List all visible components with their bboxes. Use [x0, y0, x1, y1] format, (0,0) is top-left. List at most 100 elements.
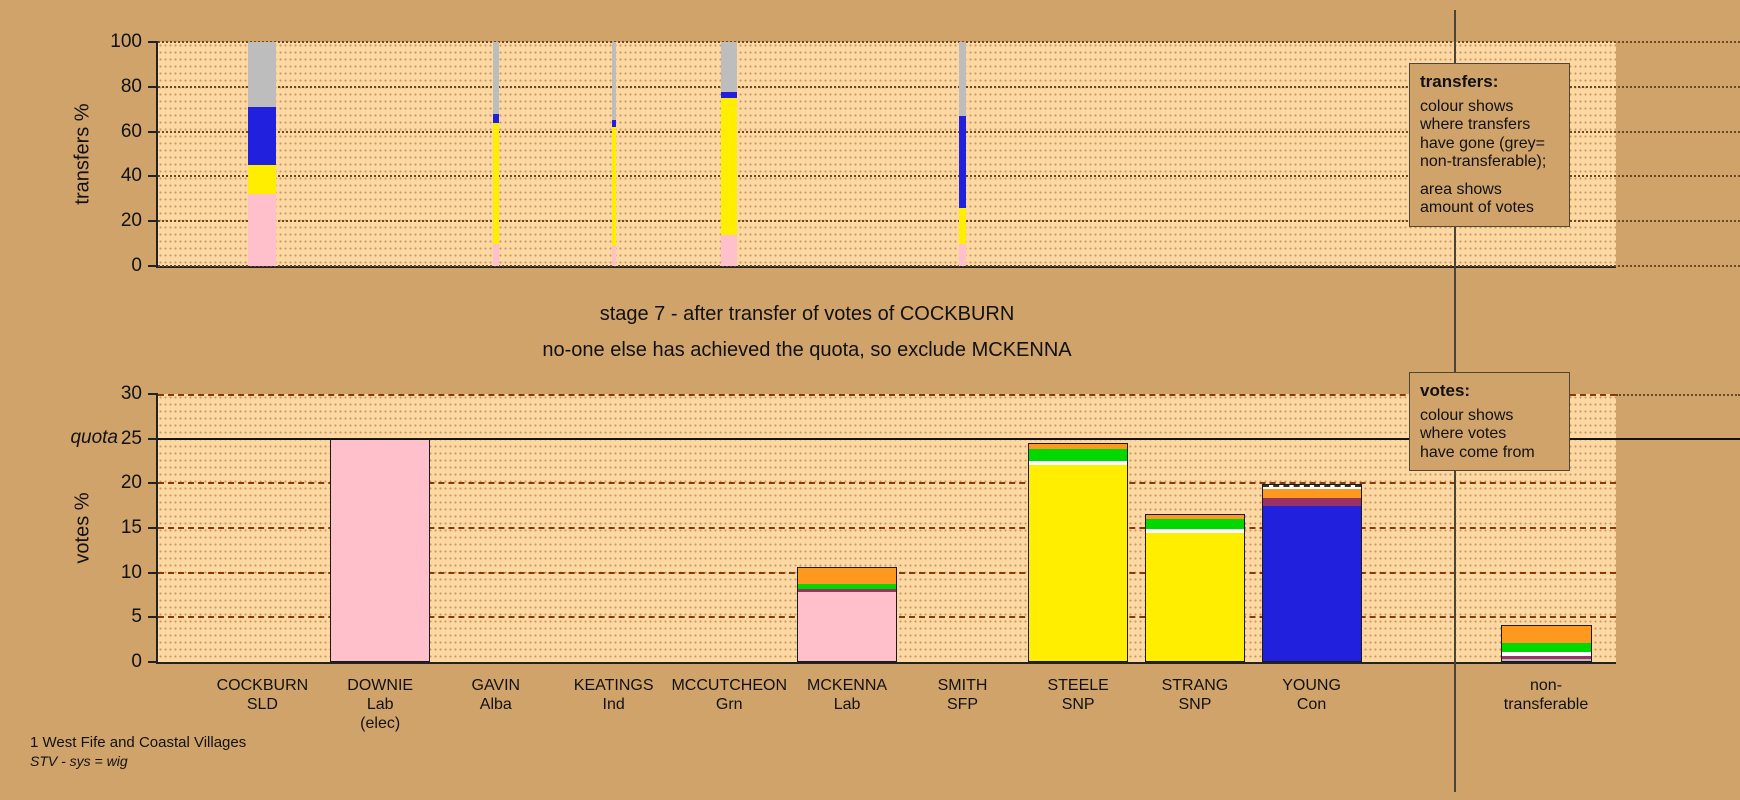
votes-bar-STEELE-segment-orange [1029, 444, 1128, 450]
category-label-line: Lab [833, 696, 861, 713]
transfers-legend-body: colour shows where transfers have gone (… [1420, 97, 1547, 171]
votes-ytick-label-30: 30 [120, 383, 142, 404]
transfers-bar-COCKBURN-segment-yellow [248, 165, 277, 195]
votes-ytick-label-25: 25 [120, 427, 142, 449]
category-label-SMITH: SMITH SFP [883, 676, 1043, 714]
votes-bar-outline-MCKENNA [797, 567, 898, 662]
votes-bar-STEELE-segment-yellow [1029, 465, 1128, 662]
votes-ytick-mark-0 [148, 661, 158, 663]
votes-bar-STRANG-segment-yellow [1145, 533, 1244, 662]
transfers-gridline-40 [158, 175, 1740, 178]
votes-bar-YOUNG-segment-orange [1262, 488, 1361, 498]
quota-label: quota [70, 427, 118, 448]
transfers-bar-MCCUTCHEON-segment-blue [721, 92, 738, 98]
category-label-line: SLD [246, 696, 278, 713]
votes-bar-outline-YOUNG [1261, 484, 1362, 662]
transfers-gridline-80 [158, 85, 1740, 88]
transfers-plot-area [158, 42, 1616, 266]
votes-bar-outline-non-transferable [1500, 625, 1592, 662]
transfers-bar-COCKBURN-segment-blue [248, 106, 277, 166]
votes-ytick-label-5: 5 [131, 606, 142, 628]
category-label-line: MCCUTCHEON [671, 677, 787, 694]
category-label-STEELE: STEELE SNP [998, 676, 1158, 714]
transfers-bar-GAVIN-segment-yellow [492, 122, 499, 244]
votes-legend: votes: colour shows where votes have com… [1409, 372, 1570, 472]
category-label-non-transferable: non-transferable [1466, 676, 1626, 714]
category-label-YOUNG: YOUNG Con [1232, 676, 1392, 714]
votes-bar-YOUNG-segment-maroon [1262, 497, 1361, 506]
votes-bar-MCKENNA-segment-pink [798, 592, 897, 662]
transfers-bar-GAVIN-segment-pink [492, 243, 499, 266]
category-label-MCCUTCHEON: MCCUTCHEON Grn [649, 676, 809, 714]
votes-bar-YOUNG-segment-blue [1262, 505, 1361, 662]
category-label-line: Lab [366, 696, 394, 713]
transfers-gridline-60 [158, 130, 1740, 133]
transfers-bar-SMITH-segment-yellow [959, 207, 967, 244]
transfers-bar-SMITH-segment-grey [959, 42, 967, 116]
votes-bar-MCKENNA-segment-maroon [798, 588, 897, 593]
category-label-line: SNP [1061, 696, 1095, 713]
votes-bar-outline-STRANG [1144, 514, 1245, 662]
votes-ytick-label-0: 0 [131, 651, 142, 672]
transfers-ytick-label-20: 20 [120, 210, 142, 232]
transfers-bar-SMITH-segment-pink [959, 243, 967, 266]
votes-bar-STRANG-segment-green [1145, 519, 1244, 529]
votes-bar-non-transferable-segment-grey [1501, 658, 1591, 662]
transfers-ytick-label-40: 40 [120, 165, 142, 187]
votes-x-axis-line [156, 662, 1616, 664]
transfers-ytick-label-100: 100 [110, 31, 142, 52]
transfers-y-axis-line [156, 42, 158, 268]
votes-ytick-label-10: 10 [120, 561, 142, 583]
transfers-bar-COCKBURN-segment-pink [248, 194, 277, 266]
category-label-line: transferable [1503, 696, 1589, 713]
category-label-line: SNP [1178, 696, 1212, 713]
quota-line [158, 437, 1740, 440]
transfers-ytick-label-80: 80 [120, 75, 142, 97]
votes-bar-STEELE-segment-green [1029, 449, 1128, 461]
votes-gridline-30 [158, 394, 1616, 396]
transfers-gridline-20 [158, 220, 1740, 223]
category-label-GAVIN: GAVIN Alba [416, 676, 576, 714]
votes-bar-STRANG-segment-orange [1145, 515, 1244, 520]
stage-subtitle: no-one else has achieved the quota, so e… [542, 339, 1072, 361]
transfers-bar-KEATINGS-segment-pink [611, 245, 616, 266]
votes-bar-non-transferable-segment-orange [1501, 626, 1591, 644]
category-label-line: SFP [946, 696, 979, 713]
transfers-bar-KEATINGS-segment-grey [611, 42, 616, 121]
transfers-bar-MCCUTCHEON-segment-yellow [721, 98, 738, 235]
votes-ytick-mark-10 [148, 571, 158, 574]
transfers-y-axis-label: transfers % [71, 103, 94, 205]
category-label-line: SMITH [937, 677, 988, 694]
votes-bar-MCKENNA-segment-orange [798, 568, 897, 585]
votes-bar-STRANG-segment-white [1145, 528, 1244, 534]
transfers-gridline-0 [158, 265, 1740, 267]
category-label-COCKBURN: COCKBURN SLD [182, 676, 342, 714]
votes-bar-non-transferable-segment-white [1501, 652, 1591, 656]
votes-ytick-mark-20 [148, 482, 158, 485]
transfers-legend-heading: transfers: [1420, 72, 1499, 91]
transfers-bar-MCCUTCHEON-segment-pink [721, 234, 738, 266]
voting-system-label: STV - sys = wig [30, 753, 128, 769]
votes-ytick-mark-15 [148, 527, 158, 529]
transfers-bar-SMITH-segment-blue [959, 115, 967, 208]
transfers-bar-MCCUTCHEON-segment-grey [721, 42, 738, 93]
transfers-legend-body-2: area shows amount of votes [1420, 180, 1534, 217]
category-label-line: COCKBURN [216, 677, 309, 694]
category-label-KEATINGS: KEATINGS Ind [534, 676, 694, 714]
votes-gridline-15 [158, 527, 1616, 529]
category-label-line: KEATINGS [573, 677, 654, 694]
transfers-bar-GAVIN-segment-blue [492, 113, 499, 123]
votes-bar-outline-DOWNIE [330, 437, 431, 662]
category-label-DOWNIE: DOWNIE Lab (elec) [300, 676, 460, 733]
votes-bar-outline-STEELE [1028, 443, 1129, 662]
category-label-line: DOWNIE [347, 677, 414, 694]
category-label-line: Ind [602, 696, 625, 713]
category-label-line: STEELE [1047, 677, 1109, 694]
category-label-line: Con [1296, 696, 1327, 713]
transfers-x-axis-line [156, 266, 1616, 268]
transfers-bar-COCKBURN-segment-grey [248, 42, 277, 107]
transfers-gridline-100 [158, 41, 1740, 43]
ward-name-label: 1 West Fife and Coastal Villages [30, 734, 247, 751]
votes-ytick-label-15: 15 [120, 517, 142, 538]
